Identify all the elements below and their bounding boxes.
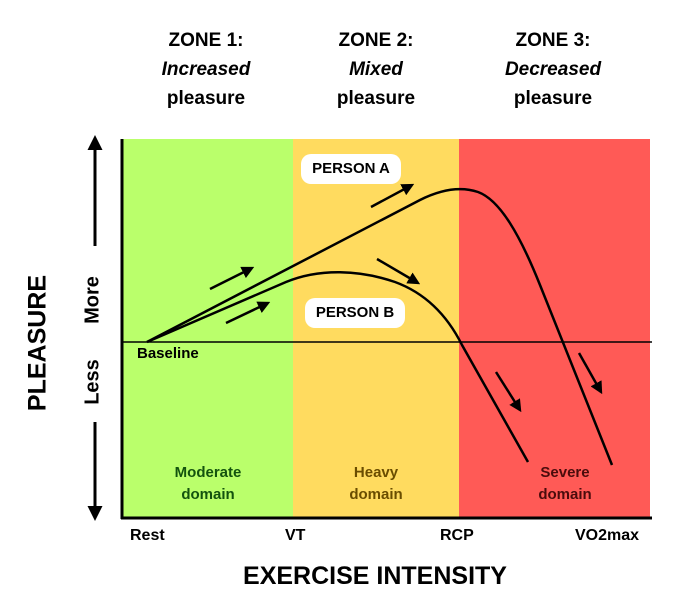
person-a-label: PERSON A (301, 154, 401, 184)
zone-2-sub: pleasure (336, 88, 416, 109)
less-label-text: Less (81, 359, 104, 405)
severe-region (459, 139, 650, 517)
heavy-region (293, 139, 459, 517)
arrow-b-3 (494, 371, 522, 413)
x-tick-rest: Rest (130, 527, 165, 544)
moderate-domain-label: Moderate domain (150, 462, 266, 506)
severe-domain-line2: domain (538, 486, 592, 503)
moderate-region (123, 139, 293, 517)
more-label-text: More (81, 276, 104, 324)
moderate-domain-line2: domain (181, 486, 235, 503)
arrow-b-1 (225, 301, 271, 325)
zone-2-desc: Mixed (349, 59, 403, 80)
arrow-a-1 (209, 266, 255, 291)
zone-2-name: ZONE 2: (338, 30, 414, 51)
zone-1-desc: Increased (161, 59, 251, 80)
arrow-a-3 (577, 352, 603, 395)
heavy-domain-label: Heavy domain (318, 462, 434, 506)
y-axis-title-text: PLEASURE (23, 274, 52, 412)
heavy-domain-line1: Heavy (353, 464, 399, 481)
severe-domain-label: Severe domain (510, 462, 620, 506)
zone-3-name: ZONE 3: (515, 30, 591, 51)
zone-3-header: ZONE 3: Decreased pleasure (468, 26, 638, 113)
zone-2-header: ZONE 2: Mixed pleasure (291, 26, 461, 113)
person-b-label: PERSON B (305, 298, 405, 328)
heavy-domain-line2: domain (349, 486, 403, 503)
zone-1-name: ZONE 1: (168, 30, 244, 51)
arrow-b-2 (376, 257, 421, 285)
zone-1-sub: pleasure (166, 88, 246, 109)
arrow-a-2 (370, 183, 415, 209)
person-b-curve (146, 271, 530, 463)
baseline-label: Baseline (137, 345, 199, 362)
x-axis-title: EXERCISE INTENSITY (243, 562, 507, 590)
zone-3-desc: Decreased (504, 59, 602, 80)
severe-domain-line1: Severe (540, 464, 590, 481)
zone-1-header: ZONE 1: Increased pleasure (121, 26, 291, 113)
x-tick-rcp: RCP (440, 527, 474, 544)
person-a-curve (146, 188, 614, 466)
x-tick-vo2max: VO2max (575, 527, 640, 544)
moderate-domain-line1: Moderate (174, 464, 242, 481)
zone-3-sub: pleasure (513, 88, 593, 109)
x-tick-vt: VT (285, 527, 306, 544)
